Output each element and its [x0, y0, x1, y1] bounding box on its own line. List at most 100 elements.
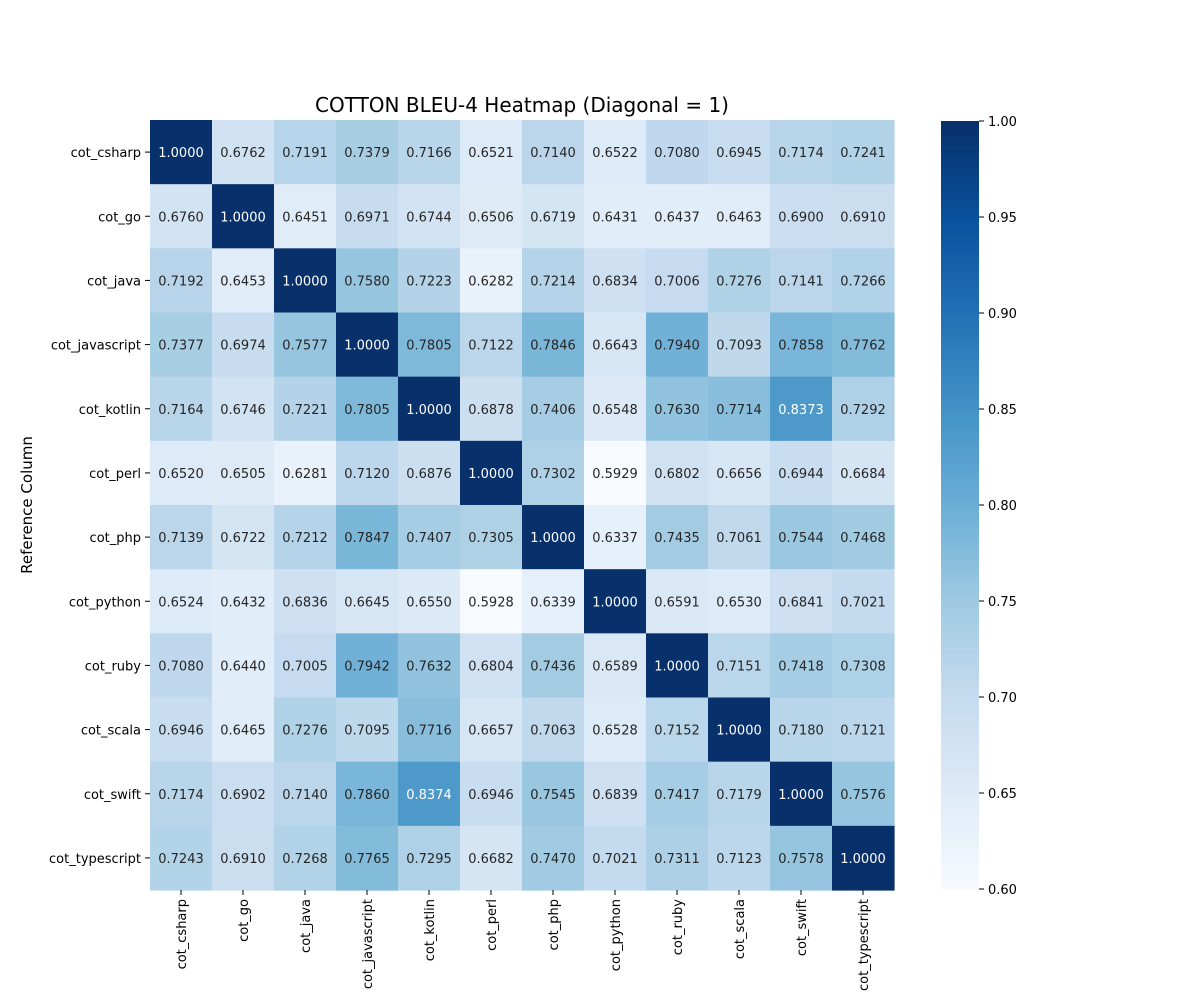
cell-annotation: 0.7714	[716, 403, 762, 418]
colorbar-segment	[941, 558, 979, 564]
cell-annotation: 0.6974	[220, 339, 266, 354]
cell-annotation: 0.7305	[468, 531, 514, 546]
cell-annotation: 0.6522	[592, 146, 638, 161]
heatmap-cell	[460, 120, 523, 185]
colorbar-segment	[941, 217, 979, 222]
cell-annotation: 0.6645	[344, 595, 390, 610]
colorbar-segment	[941, 263, 979, 268]
cell-annotation: 0.7005	[282, 659, 328, 674]
heatmap-cell	[150, 312, 213, 378]
colorbar-segment	[941, 562, 979, 568]
colorbar-segment	[941, 497, 979, 502]
colorbar-segment	[941, 485, 979, 491]
cell-annotation: 0.8373	[778, 403, 824, 418]
colorbar-segment	[941, 147, 979, 153]
heatmap-cell	[336, 633, 399, 699]
cell-annotation: 1.0000	[282, 274, 328, 289]
cell-annotation: 0.6834	[592, 274, 638, 289]
colorbar-segment	[941, 186, 979, 191]
colorbar-segment	[941, 846, 979, 852]
heatmap-cell	[522, 312, 585, 378]
heatmap-cell	[460, 633, 523, 699]
heatmap-cell	[336, 505, 399, 570]
y-tick-label: cot_javascript	[51, 339, 141, 354]
colorbar-segment	[941, 877, 979, 883]
heatmap-cell	[150, 440, 213, 506]
colorbar-segment	[941, 589, 979, 595]
colorbar-segment	[941, 470, 979, 476]
colorbar-segment	[941, 650, 979, 656]
colorbar-segment	[941, 835, 979, 840]
heatmap-cell	[212, 569, 275, 634]
cell-annotation: 0.7180	[778, 724, 824, 739]
heatmap-cell	[522, 569, 585, 634]
heatmap-cell	[770, 825, 833, 891]
cell-annotation: 0.7223	[406, 274, 452, 289]
cell-annotation: 0.7407	[406, 531, 452, 546]
colorbar-segment	[941, 178, 979, 184]
cell-annotation: 0.7295	[406, 852, 452, 867]
colorbar-segment	[941, 881, 979, 886]
cell-annotation: 0.7140	[530, 146, 576, 161]
cell-annotation: 0.7377	[158, 339, 204, 354]
colorbar-segment	[941, 554, 979, 560]
y-tick-labels: cot_csharp cot_go cot_java cot_javascriptco…	[49, 146, 150, 867]
heatmap-cell	[708, 505, 771, 570]
colorbar-segment	[941, 700, 979, 706]
cell-annotation: 0.6836	[282, 595, 328, 610]
colorbar-segment	[941, 259, 979, 264]
cell-annotation: 0.7214	[530, 274, 576, 289]
heatmap-cell	[584, 505, 647, 570]
colorbar-segment	[941, 627, 979, 633]
heatmap-cell	[646, 761, 709, 827]
heatmap-cell	[398, 376, 461, 442]
cell-annotation: 0.6802	[654, 467, 700, 482]
cell-annotation: 0.6760	[158, 210, 204, 225]
colorbar-segment	[941, 324, 979, 330]
colorbar-segment	[941, 224, 979, 230]
heatmap-cell	[770, 697, 833, 763]
colorbar-segment	[941, 289, 979, 295]
colorbar-segment	[941, 643, 979, 648]
colorbar-segment	[941, 293, 979, 299]
colorbar-segment	[941, 827, 979, 833]
heatmap-cell	[398, 761, 461, 827]
cell-annotation: 0.7122	[468, 339, 514, 354]
heatmap-cell	[150, 120, 213, 185]
cell-annotation: 0.7846	[530, 339, 576, 354]
cell-annotation: 0.6746	[220, 403, 266, 418]
cell-annotation: 0.6878	[468, 403, 514, 418]
cell-annotation: 0.7093	[716, 339, 762, 354]
colorbar-segment	[941, 819, 979, 825]
cell-annotation: 0.6657	[468, 724, 514, 739]
colorbar-segment	[941, 697, 979, 702]
cell-annotation: 0.6804	[468, 659, 514, 674]
colorbar-segment	[941, 762, 979, 767]
cell-annotation: 0.6719	[530, 210, 576, 225]
colorbar-segment	[941, 474, 979, 479]
colorbar-segment	[941, 385, 979, 391]
heatmap-cell	[398, 569, 461, 634]
cell-annotation: 1.0000	[592, 595, 638, 610]
cell-annotation: 0.7164	[158, 403, 204, 418]
heatmap-cell	[274, 248, 337, 314]
colorbar-segment	[941, 804, 979, 810]
heatmap-cell	[212, 440, 275, 506]
colorbar-segment	[941, 639, 979, 645]
heatmap-cell	[646, 440, 709, 506]
cell-annotation: 0.7192	[158, 274, 204, 289]
heatmap-cell	[770, 761, 833, 827]
heatmap-cell	[460, 312, 523, 378]
cell-annotation: 0.7379	[344, 146, 390, 161]
colorbar-segment	[941, 163, 979, 168]
heatmap-cell	[150, 825, 213, 891]
colorbar-segment	[941, 612, 979, 618]
heatmap-cell	[398, 440, 461, 506]
colorbar-segment	[941, 608, 979, 614]
colorbar-segment	[941, 136, 979, 141]
y-tick-label: cot_kotlin	[79, 403, 141, 418]
heatmap-cell	[150, 633, 213, 699]
cell-annotation: 1.0000	[778, 788, 824, 803]
heatmap-cell	[708, 120, 771, 185]
colorbar-segment	[941, 232, 979, 237]
